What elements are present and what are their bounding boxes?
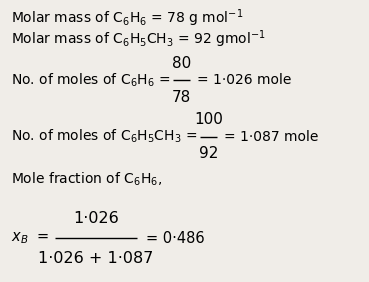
Text: $x_{B}$  =: $x_{B}$ = xyxy=(11,230,49,246)
Text: 1·026 + 1·087: 1·026 + 1·087 xyxy=(38,250,154,266)
Text: Molar mass of C$_6$H$_6$ = 78 g mol$^{-1}$: Molar mass of C$_6$H$_6$ = 78 g mol$^{-1… xyxy=(11,8,243,29)
Text: 1·026: 1·026 xyxy=(73,211,119,226)
Text: No. of moles of C$_6$H$_5$CH$_3$ =: No. of moles of C$_6$H$_5$CH$_3$ = xyxy=(11,128,197,146)
Text: Molar mass of C$_6$H$_5$CH$_3$ = 92 gmol$^{-1}$: Molar mass of C$_6$H$_5$CH$_3$ = 92 gmol… xyxy=(11,28,266,50)
Text: 100: 100 xyxy=(194,112,223,127)
Text: 80: 80 xyxy=(172,56,192,71)
Text: Mole fraction of C$_6$H$_6$,: Mole fraction of C$_6$H$_6$, xyxy=(11,170,162,188)
Text: 78: 78 xyxy=(172,90,192,105)
Text: 92: 92 xyxy=(199,146,218,161)
Text: = 0·486: = 0·486 xyxy=(146,231,204,246)
Text: = 1·026 mole: = 1·026 mole xyxy=(197,73,292,87)
Text: = 1·087 mole: = 1·087 mole xyxy=(224,130,318,144)
Text: No. of moles of C$_6$H$_6$ =: No. of moles of C$_6$H$_6$ = xyxy=(11,72,170,89)
